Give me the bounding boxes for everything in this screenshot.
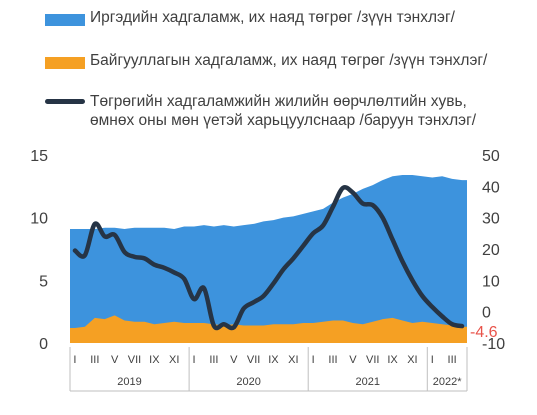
x-axis-month-label: V xyxy=(111,354,119,366)
legend-label-household: Иргэдийн хадгаламж, их наяд төгрөг /зүүн… xyxy=(90,9,455,26)
legend-label-growth-line2: өмнөх оны мөн үетэй харьцуулснаар /баруу… xyxy=(90,112,477,129)
right-axis-tick-label: 20 xyxy=(482,242,500,259)
x-axis-month-label: IX xyxy=(268,354,279,366)
chart-areas xyxy=(70,175,467,343)
right-axis-tick-label: 30 xyxy=(482,211,500,228)
x-axis-month-label: XI xyxy=(288,354,298,366)
chart-legend: Иргэдийн хадгаламж, их наяд төгрөг /зүүн… xyxy=(0,0,537,140)
x-axis-month-label: IX xyxy=(387,354,398,366)
right-axis-tick-label: 40 xyxy=(482,179,500,196)
x-axis-month-label: III xyxy=(209,354,218,366)
growth-rate-line xyxy=(72,185,465,331)
household-deposits-area xyxy=(70,175,467,343)
left-axis: 0 5 10 15 xyxy=(30,148,48,353)
x-axis-year-label: 2022* xyxy=(433,376,462,388)
x-axis-month-label: I xyxy=(193,354,196,366)
left-axis-tick-label: 10 xyxy=(30,211,48,228)
right-axis-tick-label: 10 xyxy=(482,273,500,290)
x-axis-month-label: VII xyxy=(128,354,141,366)
x-axis-month-label: XI xyxy=(169,354,179,366)
x-axis-month-label: III xyxy=(328,354,337,366)
chart-annotations: -4.6 xyxy=(470,324,498,341)
legend-swatch-corporate xyxy=(45,57,85,69)
left-axis-tick-label: 5 xyxy=(39,273,48,290)
left-axis-tick-label: 0 xyxy=(39,336,48,353)
legend-line-growth xyxy=(45,99,85,104)
legend-label-corporate: Байгууллагын хадгаламж, их наяд төгрөг /… xyxy=(90,52,488,69)
chart-line xyxy=(72,185,465,331)
right-axis-tick-label: -10 xyxy=(482,336,505,353)
x-axis-month-label: I xyxy=(73,354,76,366)
x-axis-month-label: IX xyxy=(149,354,160,366)
right-axis: -10 0 10 20 30 40 50 xyxy=(482,148,505,353)
x-axis-month-label: V xyxy=(230,354,238,366)
x-axis-year-label: 2019 xyxy=(117,376,141,388)
right-axis-tick-label: 50 xyxy=(482,148,500,165)
legend-swatch-household xyxy=(45,14,85,26)
left-axis-tick-label: 15 xyxy=(30,148,48,165)
x-axis-year-label: 2021 xyxy=(356,376,380,388)
legend-label-growth-line1: Төгрөгийн хадгаламжийн жилийн өөрчлөлтий… xyxy=(90,93,467,110)
x-axis-month-label: VII xyxy=(366,354,379,366)
corporate-deposits-area xyxy=(70,315,467,343)
x-axis: I III V VII IX XI I III V VII IX XI I III V VII IX XI I III… xyxy=(69,347,468,392)
last-value-label: -4.6 xyxy=(470,324,498,341)
x-axis-month-label: V xyxy=(349,354,357,366)
x-axis-year-label: 2020 xyxy=(236,376,260,388)
x-axis-month-label: I xyxy=(431,354,434,366)
x-axis-month-label: III xyxy=(90,354,99,366)
x-axis-month-label: VII xyxy=(247,354,260,366)
x-axis-month-label: I xyxy=(312,354,315,366)
x-axis-month-label: III xyxy=(448,354,457,366)
right-axis-tick-label: 0 xyxy=(482,305,491,322)
x-axis-month-label: XI xyxy=(407,354,417,366)
